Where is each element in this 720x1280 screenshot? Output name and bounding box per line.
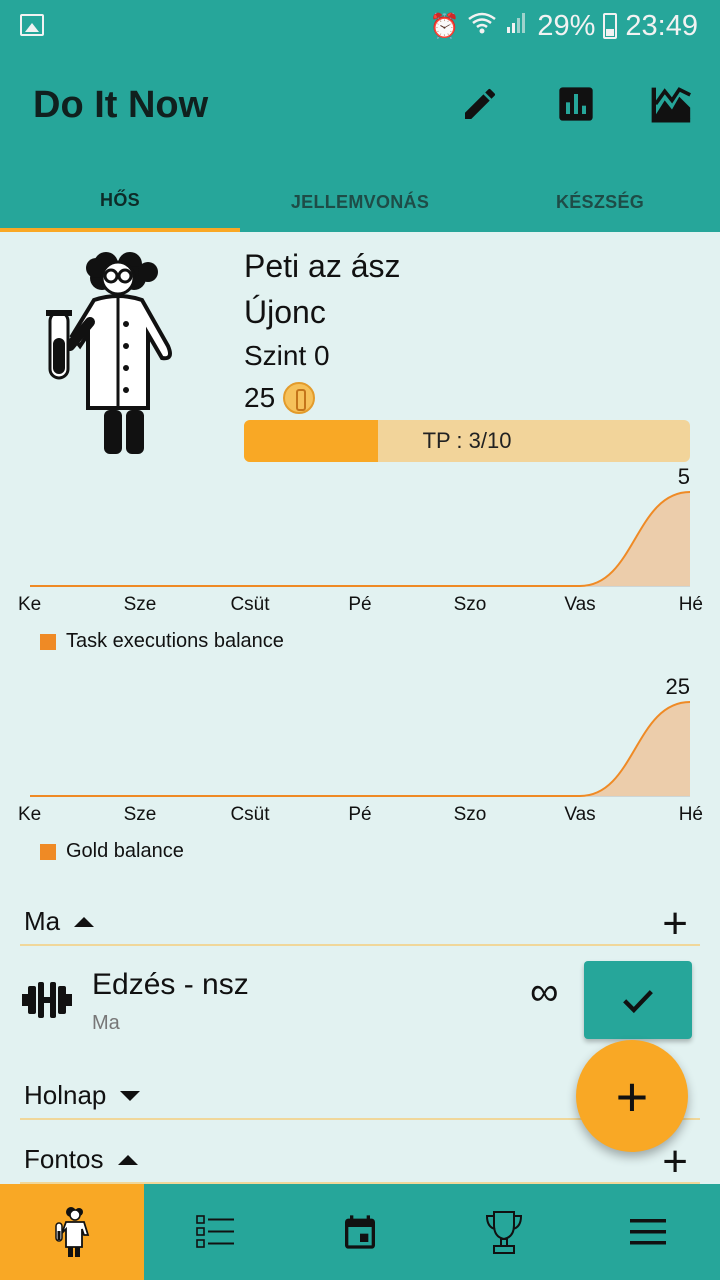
x-tick-label: Hé: [679, 594, 703, 615]
coin-icon: [283, 382, 316, 414]
nav-menu[interactable]: [576, 1184, 720, 1280]
task-row[interactable]: Edzés - nsz Ma ∞: [0, 948, 720, 1048]
x-tick-label: Hé: [679, 804, 703, 825]
bar-chart-icon: [559, 87, 593, 121]
tab-hero[interactable]: HŐS: [0, 172, 240, 232]
x-tick-label: Pé: [348, 804, 371, 825]
nav-calendar[interactable]: [288, 1184, 432, 1280]
section-today: Ma +: [20, 896, 700, 946]
edit-button[interactable]: [456, 80, 504, 128]
legend-label: Task executions balance: [66, 630, 284, 652]
gold-balance-chart-svg: 25 Ke Sze Csüt Pé Szo Vas Hé: [18, 674, 703, 825]
battery-percent: 29%: [537, 9, 596, 42]
section-tomorrow: Holnap: [20, 1070, 700, 1120]
collapse-arrow-icon: [74, 916, 95, 927]
trend-button[interactable]: [648, 80, 696, 128]
task-executions-chart-svg: 5 Ke Sze Csüt Pé Szo Vas Hé: [18, 464, 703, 615]
pencil-icon: [465, 88, 496, 119]
legend-swatch: [40, 633, 56, 650]
x-tick-label: Sze: [124, 804, 157, 825]
stats-button[interactable]: [552, 80, 600, 128]
gold-amount: 25: [244, 382, 276, 413]
signal-icon: [505, 11, 529, 42]
x-tick-label: Vas: [564, 804, 595, 825]
section-tomorrow-label: Holnap: [24, 1080, 107, 1110]
chart-peak-label: 5: [678, 464, 690, 489]
legend-label: Gold balance: [66, 840, 184, 862]
x-tick-label: Ke: [18, 594, 41, 615]
chart-area: [30, 492, 690, 586]
hero-gold: 25: [244, 382, 316, 414]
complete-task-button[interactable]: [584, 961, 692, 1039]
add-today-task-button[interactable]: +: [662, 899, 688, 948]
wifi-icon: [467, 11, 497, 42]
gold-balance-chart: 25 Ke Sze Csüt Pé Szo Vas Hé Gold balance: [0, 670, 720, 865]
x-tick-label: Pé: [348, 594, 371, 615]
tp-progress-fill: [244, 420, 378, 462]
expand-arrow-icon: [120, 1090, 141, 1101]
tab-bar: HŐS JELLEMVONÁS KÉSZSÉG: [0, 172, 720, 232]
app-title: Do It Now: [33, 84, 209, 126]
tab-traits[interactable]: JELLEMVONÁS: [290, 191, 430, 212]
chart-line: [30, 701, 691, 797]
x-tick-label: Csüt: [230, 594, 270, 615]
task-executions-chart: 5 Ke Sze Csüt Pé Szo Vas Hé Task executions bal…: [0, 460, 720, 655]
x-tick-label: Csüt: [230, 804, 270, 825]
add-task-fab[interactable]: +: [576, 1040, 688, 1152]
task-title: Edzés - nsz: [92, 968, 249, 1001]
tab-skills[interactable]: KÉSZSÉG: [555, 191, 645, 212]
section-important-toggle[interactable]: Fontos: [24, 1144, 138, 1175]
x-tick-label: Vas: [564, 594, 595, 615]
hero-level: Szint 0: [244, 340, 330, 371]
nav-hero[interactable]: [0, 1184, 144, 1280]
status-bar: ⏰ 29% 23:49: [0, 0, 720, 52]
menu-icon: [630, 1219, 666, 1245]
add-important-task-button[interactable]: +: [662, 1137, 688, 1186]
clock: 23:49: [625, 9, 698, 42]
nav-achievements[interactable]: [432, 1184, 576, 1280]
trophy-icon: [485, 1211, 523, 1254]
checklist-icon: [196, 1215, 234, 1248]
x-tick-label: Szo: [454, 804, 487, 825]
x-tick-label: Ke: [18, 804, 41, 825]
bottom-navigation: [0, 1184, 720, 1280]
section-important-label: Fontos: [24, 1144, 104, 1174]
task-subtitle: Ma: [92, 1012, 120, 1034]
checkmark-icon: [623, 990, 653, 1014]
tp-progress-bar: TP : 3/10: [244, 420, 690, 462]
chart-legend: Task executions balance: [40, 630, 284, 653]
chart-legend: Gold balance: [40, 840, 184, 863]
chart-peak-label: 25: [666, 674, 690, 699]
scientist-avatar-icon: [44, 250, 184, 456]
legend-swatch: [40, 843, 56, 860]
tp-progress-text: TP : 3/10: [422, 428, 512, 453]
battery-icon: [603, 13, 618, 39]
chart-area: [30, 702, 690, 796]
hero-rank: Újonc: [244, 294, 326, 330]
x-tick-label: Szo: [454, 594, 487, 615]
x-tick-label: Sze: [124, 594, 157, 615]
section-today-toggle[interactable]: Ma: [24, 906, 95, 937]
dumbbell-icon: [22, 982, 72, 1018]
alarm-icon: ⏰: [429, 12, 460, 40]
section-tomorrow-toggle[interactable]: Holnap: [24, 1080, 141, 1111]
calendar-icon: [345, 1215, 375, 1249]
section-important: Fontos +: [20, 1134, 700, 1184]
repeat-infinity-icon: ∞: [530, 970, 559, 1014]
collapse-arrow-icon: [117, 1154, 138, 1165]
section-today-label: Ma: [24, 906, 61, 936]
app-bar: Do It Now HŐS JELLEMVONÁS KÉSZSÉG: [0, 52, 720, 232]
hero-icon: [55, 1207, 90, 1257]
line-chart-icon: [651, 87, 691, 123]
nav-tasks[interactable]: [144, 1184, 288, 1280]
hero-name: Peti az ász: [244, 248, 401, 284]
chart-line: [30, 491, 691, 587]
gallery-notification-icon: [20, 14, 44, 36]
